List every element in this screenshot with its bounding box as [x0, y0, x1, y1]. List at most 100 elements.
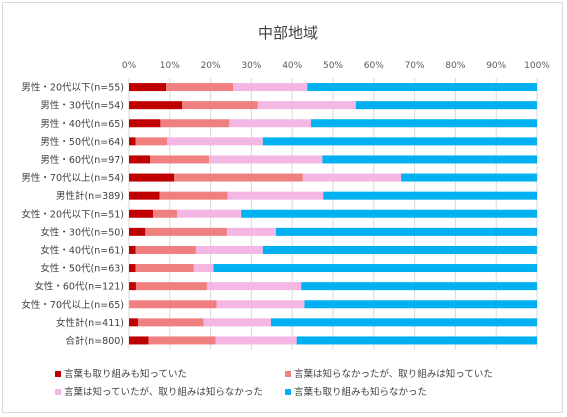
bar-segment [129, 264, 136, 273]
legend-entry: 言葉は知らなかったが、取り組みは知っていた [294, 368, 493, 380]
chart-title: 中部地域 [258, 24, 318, 42]
bar-segment [129, 300, 217, 309]
bar-segment [137, 318, 204, 327]
bar-segment [208, 155, 323, 164]
x-axis-ticks: 0% 10% 20% 30% 40% 50% 60% 70% 80% 90% 100% [122, 61, 550, 71]
bar-segment [129, 318, 138, 327]
bar-segment [206, 282, 302, 291]
x-tick-label: 60% [364, 61, 384, 71]
chart-svg: 中部地域 0% 10% 20% 30% 40% 50% 60% 70% 80% 90% 100% 男… [21, 24, 550, 398]
category-label: 女性・40代(n=61) [40, 244, 124, 256]
x-tick-label: 50% [323, 61, 343, 71]
category-label: 女性計(n=411) [56, 317, 124, 329]
bar-segment [135, 282, 207, 291]
bar-segment [262, 137, 537, 146]
bar-segment [129, 101, 183, 110]
bar-segment [174, 173, 303, 182]
bar-segment [129, 282, 136, 291]
bar-segment [322, 155, 537, 164]
bar-segment [145, 227, 227, 236]
bar-segment [213, 264, 537, 273]
bar-segment [257, 101, 356, 110]
bar-segment [129, 191, 160, 200]
bar-segment [262, 245, 537, 254]
bar-segment [355, 101, 537, 110]
legend-swatch [55, 371, 61, 377]
bar-segment [270, 318, 537, 327]
legend-swatch [285, 371, 291, 377]
legend-entry: 言葉も取り組みも知っていた [64, 368, 187, 380]
bar-segment [129, 227, 146, 236]
bar-segment [129, 209, 154, 218]
bar-segment [195, 245, 263, 254]
category-label: 女性・60代(n=121) [34, 281, 124, 293]
legend-swatch [55, 389, 61, 395]
category-label: 男性計(n=389) [56, 190, 124, 202]
category-label: 女性・70代以上(n=65) [21, 299, 124, 311]
bar-segment [304, 300, 537, 309]
bar-segment [203, 318, 271, 327]
category-label: 男性・30代(n=54) [40, 100, 124, 112]
category-label: 女性・20代以下(n=51) [21, 208, 124, 220]
legend-entry: 言葉も取り組みも知らなかった [294, 386, 427, 398]
category-label: 男性・70代以上(n=54) [21, 172, 124, 184]
bar-segment [229, 119, 311, 128]
bar-segment [302, 173, 402, 182]
legend: 言葉も取り組みも知っていた 言葉は知らなかったが、取り組みは知っていた言葉は知って… [55, 368, 493, 398]
bar-segment [182, 101, 258, 110]
legend-entry: 言葉は知っていたが、取り組みは知らなかった [64, 386, 263, 398]
bar-segment [129, 83, 167, 92]
bar-segment [301, 282, 537, 291]
bar-segment [401, 173, 537, 182]
bar-segment [233, 83, 308, 92]
x-tick-label: 40% [282, 61, 302, 71]
bar-segment [166, 83, 234, 92]
bar-segment [129, 155, 151, 164]
category-label: 男性・60代(n=97) [40, 154, 124, 166]
bars [129, 83, 537, 345]
bar-segment [307, 83, 537, 92]
x-tick-label: 30% [241, 61, 261, 71]
bar-segment [135, 137, 168, 146]
x-tick-label: 80% [445, 61, 465, 71]
bar-segment [177, 209, 242, 218]
bar-segment [148, 336, 216, 345]
bar-segment [135, 264, 194, 273]
bar-segment [193, 264, 214, 273]
category-label: 男性・40代(n=65) [40, 118, 124, 130]
bar-segment [160, 119, 230, 128]
bar-segment [135, 245, 196, 254]
bar-segment [215, 336, 297, 345]
bar-segment [167, 137, 263, 146]
y-axis-categories: 男性・20代以下(n=55) 男性・30代(n=54) 男性・40代(n=65) 男性… [21, 82, 124, 347]
bar-segment [159, 191, 228, 200]
bar-segment [216, 300, 305, 309]
bar-segment [296, 336, 537, 345]
bar-segment [129, 137, 136, 146]
bar-segment [153, 209, 178, 218]
bar-segment [129, 173, 175, 182]
bar-segment [129, 119, 161, 128]
category-label: 女性・50代(n=63) [40, 263, 124, 275]
category-label: 男性・20代以下(n=55) [21, 82, 124, 94]
chart-area: 中部地域 0% 10% 20% 30% 40% 50% 60% 70% 80% 90% 100% 男… [2, 2, 563, 413]
bar-segment [241, 209, 537, 218]
bar-segment [150, 155, 209, 164]
x-tick-label: 70% [405, 61, 425, 71]
bar-segment [129, 245, 136, 254]
bar-segment [275, 227, 537, 236]
category-label: 男性・50代(n=64) [40, 136, 124, 148]
bar-segment [227, 191, 324, 200]
bar-segment [310, 119, 537, 128]
x-tick-label: 90% [486, 61, 506, 71]
bar-segment [226, 227, 276, 236]
category-label: 女性・30代(n=50) [40, 226, 124, 238]
category-label: 合計(n=800) [65, 335, 124, 347]
x-tick-label: 20% [201, 61, 221, 71]
x-tick-label: 0% [122, 61, 137, 71]
legend-swatch [285, 389, 291, 395]
bar-segment [323, 191, 537, 200]
bar-segment [129, 336, 149, 345]
x-tick-label: 10% [160, 61, 180, 71]
x-tick-label: 100% [524, 61, 550, 71]
